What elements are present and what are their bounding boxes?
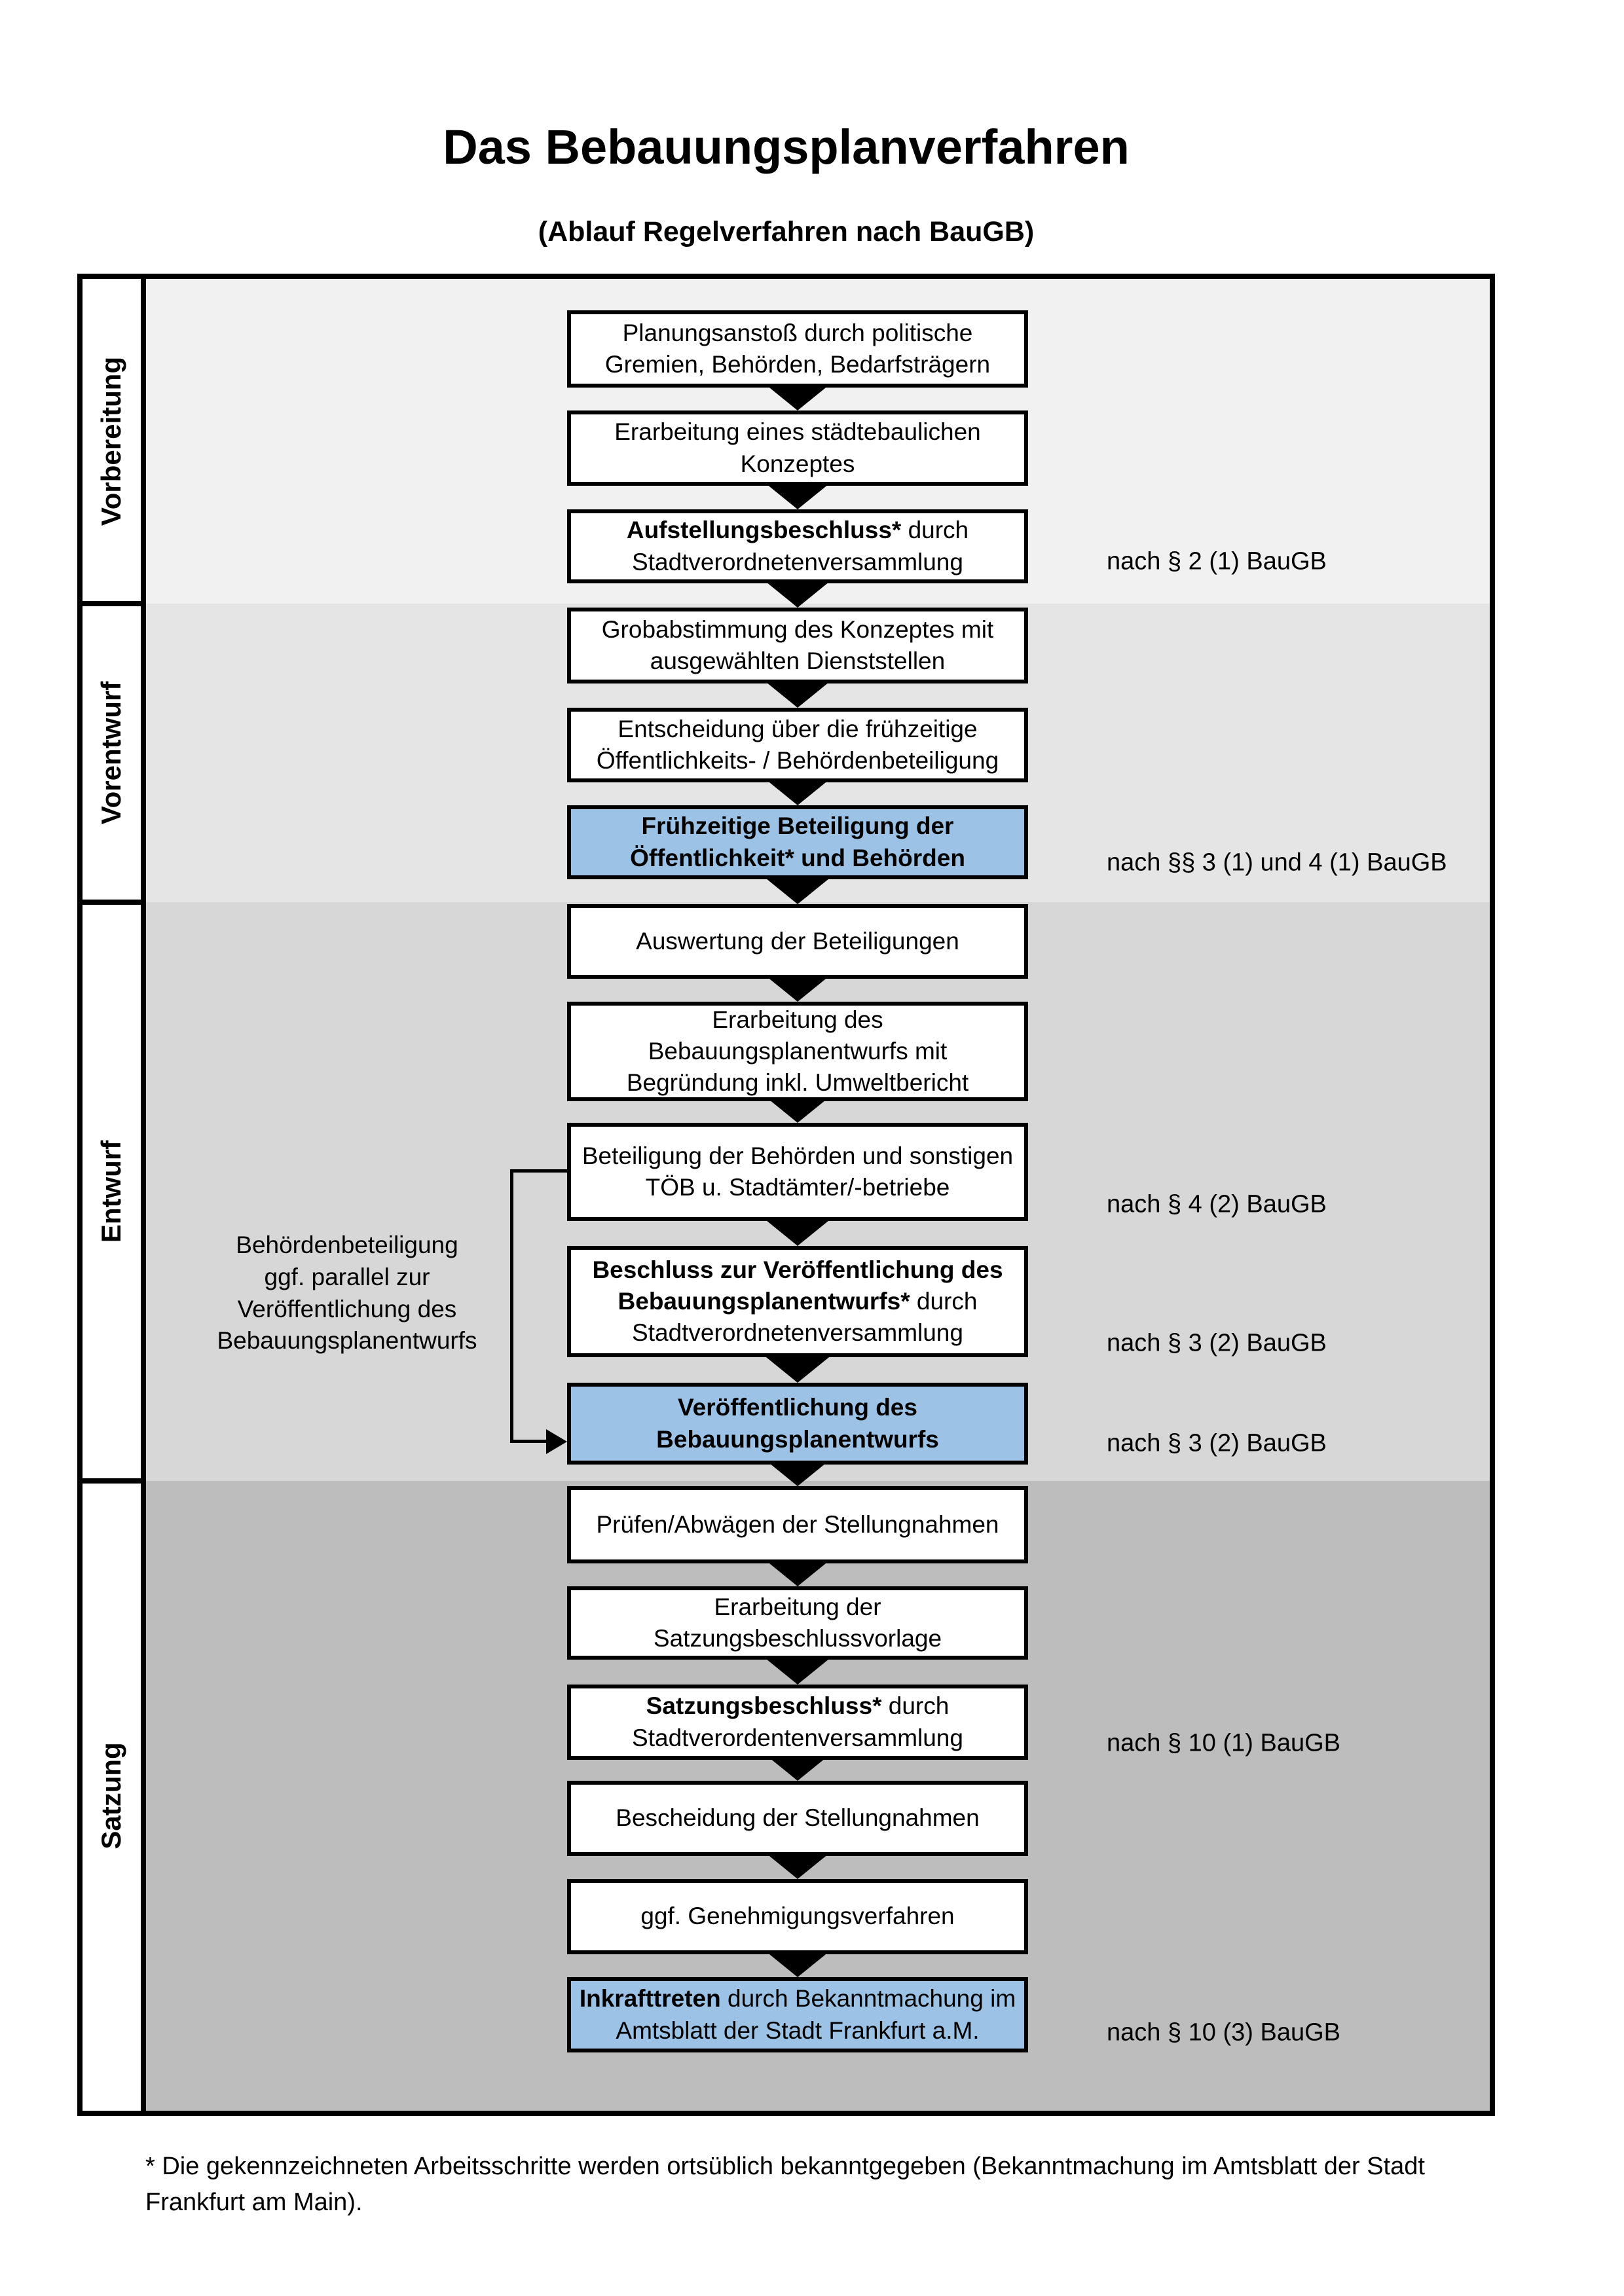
- phase-cell-divider: [80, 601, 143, 606]
- flow-step-box: Beschluss zur Veröffentlichung des Bebau…: [567, 1246, 1028, 1357]
- flow-step-box: Frühzeitige Beteiligung der Öffentlichke…: [567, 805, 1028, 879]
- phase-label-satzung: Satzung: [96, 1742, 126, 1850]
- side-note-line: Bebauungsplanentwurfs: [217, 1327, 477, 1355]
- footnote-line: Frankfurt am Main).: [145, 2189, 363, 2217]
- connector-line-top: [510, 1169, 567, 1173]
- flow-step-text: durch Bekanntmachung im Amtsblatt der St…: [616, 1985, 1022, 2044]
- page-title: Das Bebauungsplanverfahren: [443, 120, 1130, 174]
- connector-line-bottom: [510, 1440, 549, 1443]
- law-reference: nach § 3 (2) BauGB: [1107, 1329, 1327, 1357]
- flow-step-bold-text: Beschluss zur Veröffentlichung des Bebau…: [592, 1256, 1010, 1315]
- flow-step-box: Erarbeitung der Satzungsbeschlussvorlage: [567, 1586, 1028, 1660]
- phase-label-entwurf: Entwurf: [96, 1140, 126, 1243]
- side-note-line: ggf. parallel zur: [264, 1263, 430, 1290]
- law-reference: nach § 10 (1) BauGB: [1107, 1729, 1340, 1757]
- flow-step-box: Grobabstimmung des Konzeptes mit ausgewä…: [567, 608, 1028, 683]
- flow-step-box: Auswertung der Beteiligungen: [567, 904, 1028, 979]
- flow-step-text: Prüfen/Abwägen der Stellungnahmen: [596, 1510, 999, 1538]
- flow-step-bold-text: Veröffentlichung des Bebauungsplanentwur…: [656, 1394, 939, 1453]
- footnote-line: * Die gekennzeichneten Arbeitsschritte w…: [145, 2153, 1425, 2180]
- flow-step-text: Erarbeitung der Satzungsbeschlussvorlage: [653, 1593, 942, 1652]
- flow-step-box: Planungsanstoß durch politische Gremien,…: [567, 310, 1028, 388]
- flow-step-box: Satzungsbeschluss* durch Stadtverordente…: [567, 1685, 1028, 1760]
- flow-step-box: ggf. Genehmigungsverfahren: [567, 1879, 1028, 1954]
- flow-step-box: Bescheidung der Stellungnahmen: [567, 1781, 1028, 1856]
- page-subtitle: (Ablauf Regelverfahren nach BauGB): [538, 216, 1035, 247]
- flow-step-bold-text: Frühzeitige Beteiligung der Öffentlichke…: [630, 812, 965, 871]
- flow-step-bold-text: Aufstellungsbeschluss*: [626, 517, 902, 544]
- law-reference: nach § 2 (1) BauGB: [1107, 547, 1327, 575]
- phase-cell-divider: [80, 900, 143, 905]
- flow-step-box: Veröffentlichung des Bebauungsplanentwur…: [567, 1383, 1028, 1465]
- flow-step-text: durch Stadtverordnetenversammlung: [632, 1287, 984, 1347]
- flow-step-text: durch Stadtverordnetenversammlung: [632, 517, 976, 575]
- flow-step-box: Erarbeitung eines städtebaulichen Konzep…: [567, 410, 1028, 486]
- flow-step-text: Beteiligung der Behörden und sonstigen T…: [581, 1142, 1020, 1201]
- law-reference: nach § 4 (2) BauGB: [1107, 1190, 1327, 1218]
- connector-line-vertical: [510, 1169, 513, 1443]
- phase-label-vorentwurf: Vorentwurf: [96, 681, 126, 825]
- law-reference: nach § 3 (2) BauGB: [1107, 1429, 1327, 1457]
- flow-step-text: Grobabstimmung des Konzeptes mit ausgewä…: [601, 615, 1001, 674]
- phase-cell-divider: [80, 1478, 143, 1484]
- flow-step-text: durch Stadtverordentenversammlung: [632, 1692, 963, 1751]
- side-note-line: Veröffentlichung des: [237, 1295, 457, 1322]
- flow-step-text: Entscheidung über die frühzeitige Öffent…: [596, 715, 999, 774]
- flow-step-box: Aufstellungsbeschluss* durch Stadtverord…: [567, 509, 1028, 583]
- flow-step-text: Planungsanstoß durch politische Gremien,…: [604, 319, 991, 378]
- side-note-line: Behördenbeteiligung: [236, 1231, 458, 1258]
- flow-step-box: Inkrafttreten durch Bekanntmachung im Am…: [567, 1977, 1028, 2052]
- flow-step-box: Erarbeitung des Bebauungsplanentwurfs mi…: [567, 1002, 1028, 1101]
- law-reference: nach § 10 (3) BauGB: [1107, 2018, 1340, 2047]
- flow-step-text: Bescheidung der Stellungnahmen: [616, 1804, 980, 1832]
- flow-step-text: Erarbeitung eines städtebaulichen Konzep…: [614, 418, 988, 477]
- connector-arrow-right-icon: [546, 1429, 567, 1454]
- phase-label-vorbereitung: Vorbereitung: [96, 356, 126, 526]
- parallel-procedure-note: Behördenbeteiligung ggf. parallel zur Ve…: [203, 1230, 491, 1357]
- flow-step-text: Auswertung der Beteiligungen: [636, 927, 959, 955]
- flow-step-text: ggf. Genehmigungsverfahren: [640, 1903, 955, 1930]
- side-column-divider: [141, 274, 146, 2116]
- law-reference: nach §§ 3 (1) und 4 (1) BauGB: [1107, 848, 1447, 877]
- flow-step-box: Prüfen/Abwägen der Stellungnahmen: [567, 1486, 1028, 1563]
- flow-step-box: Entscheidung über die frühzeitige Öffent…: [567, 708, 1028, 782]
- flow-step-bold-text: Satzungsbeschluss*: [646, 1692, 882, 1720]
- footnote: * Die gekennzeichneten Arbeitsschritte w…: [145, 2149, 1494, 2221]
- flow-step-bold-text: Inkrafttreten: [579, 1985, 721, 2013]
- flow-step-text: Erarbeitung des Bebauungsplanentwurfs mi…: [626, 1006, 969, 1097]
- flow-step-box: Beteiligung der Behörden und sonstigen T…: [567, 1123, 1028, 1221]
